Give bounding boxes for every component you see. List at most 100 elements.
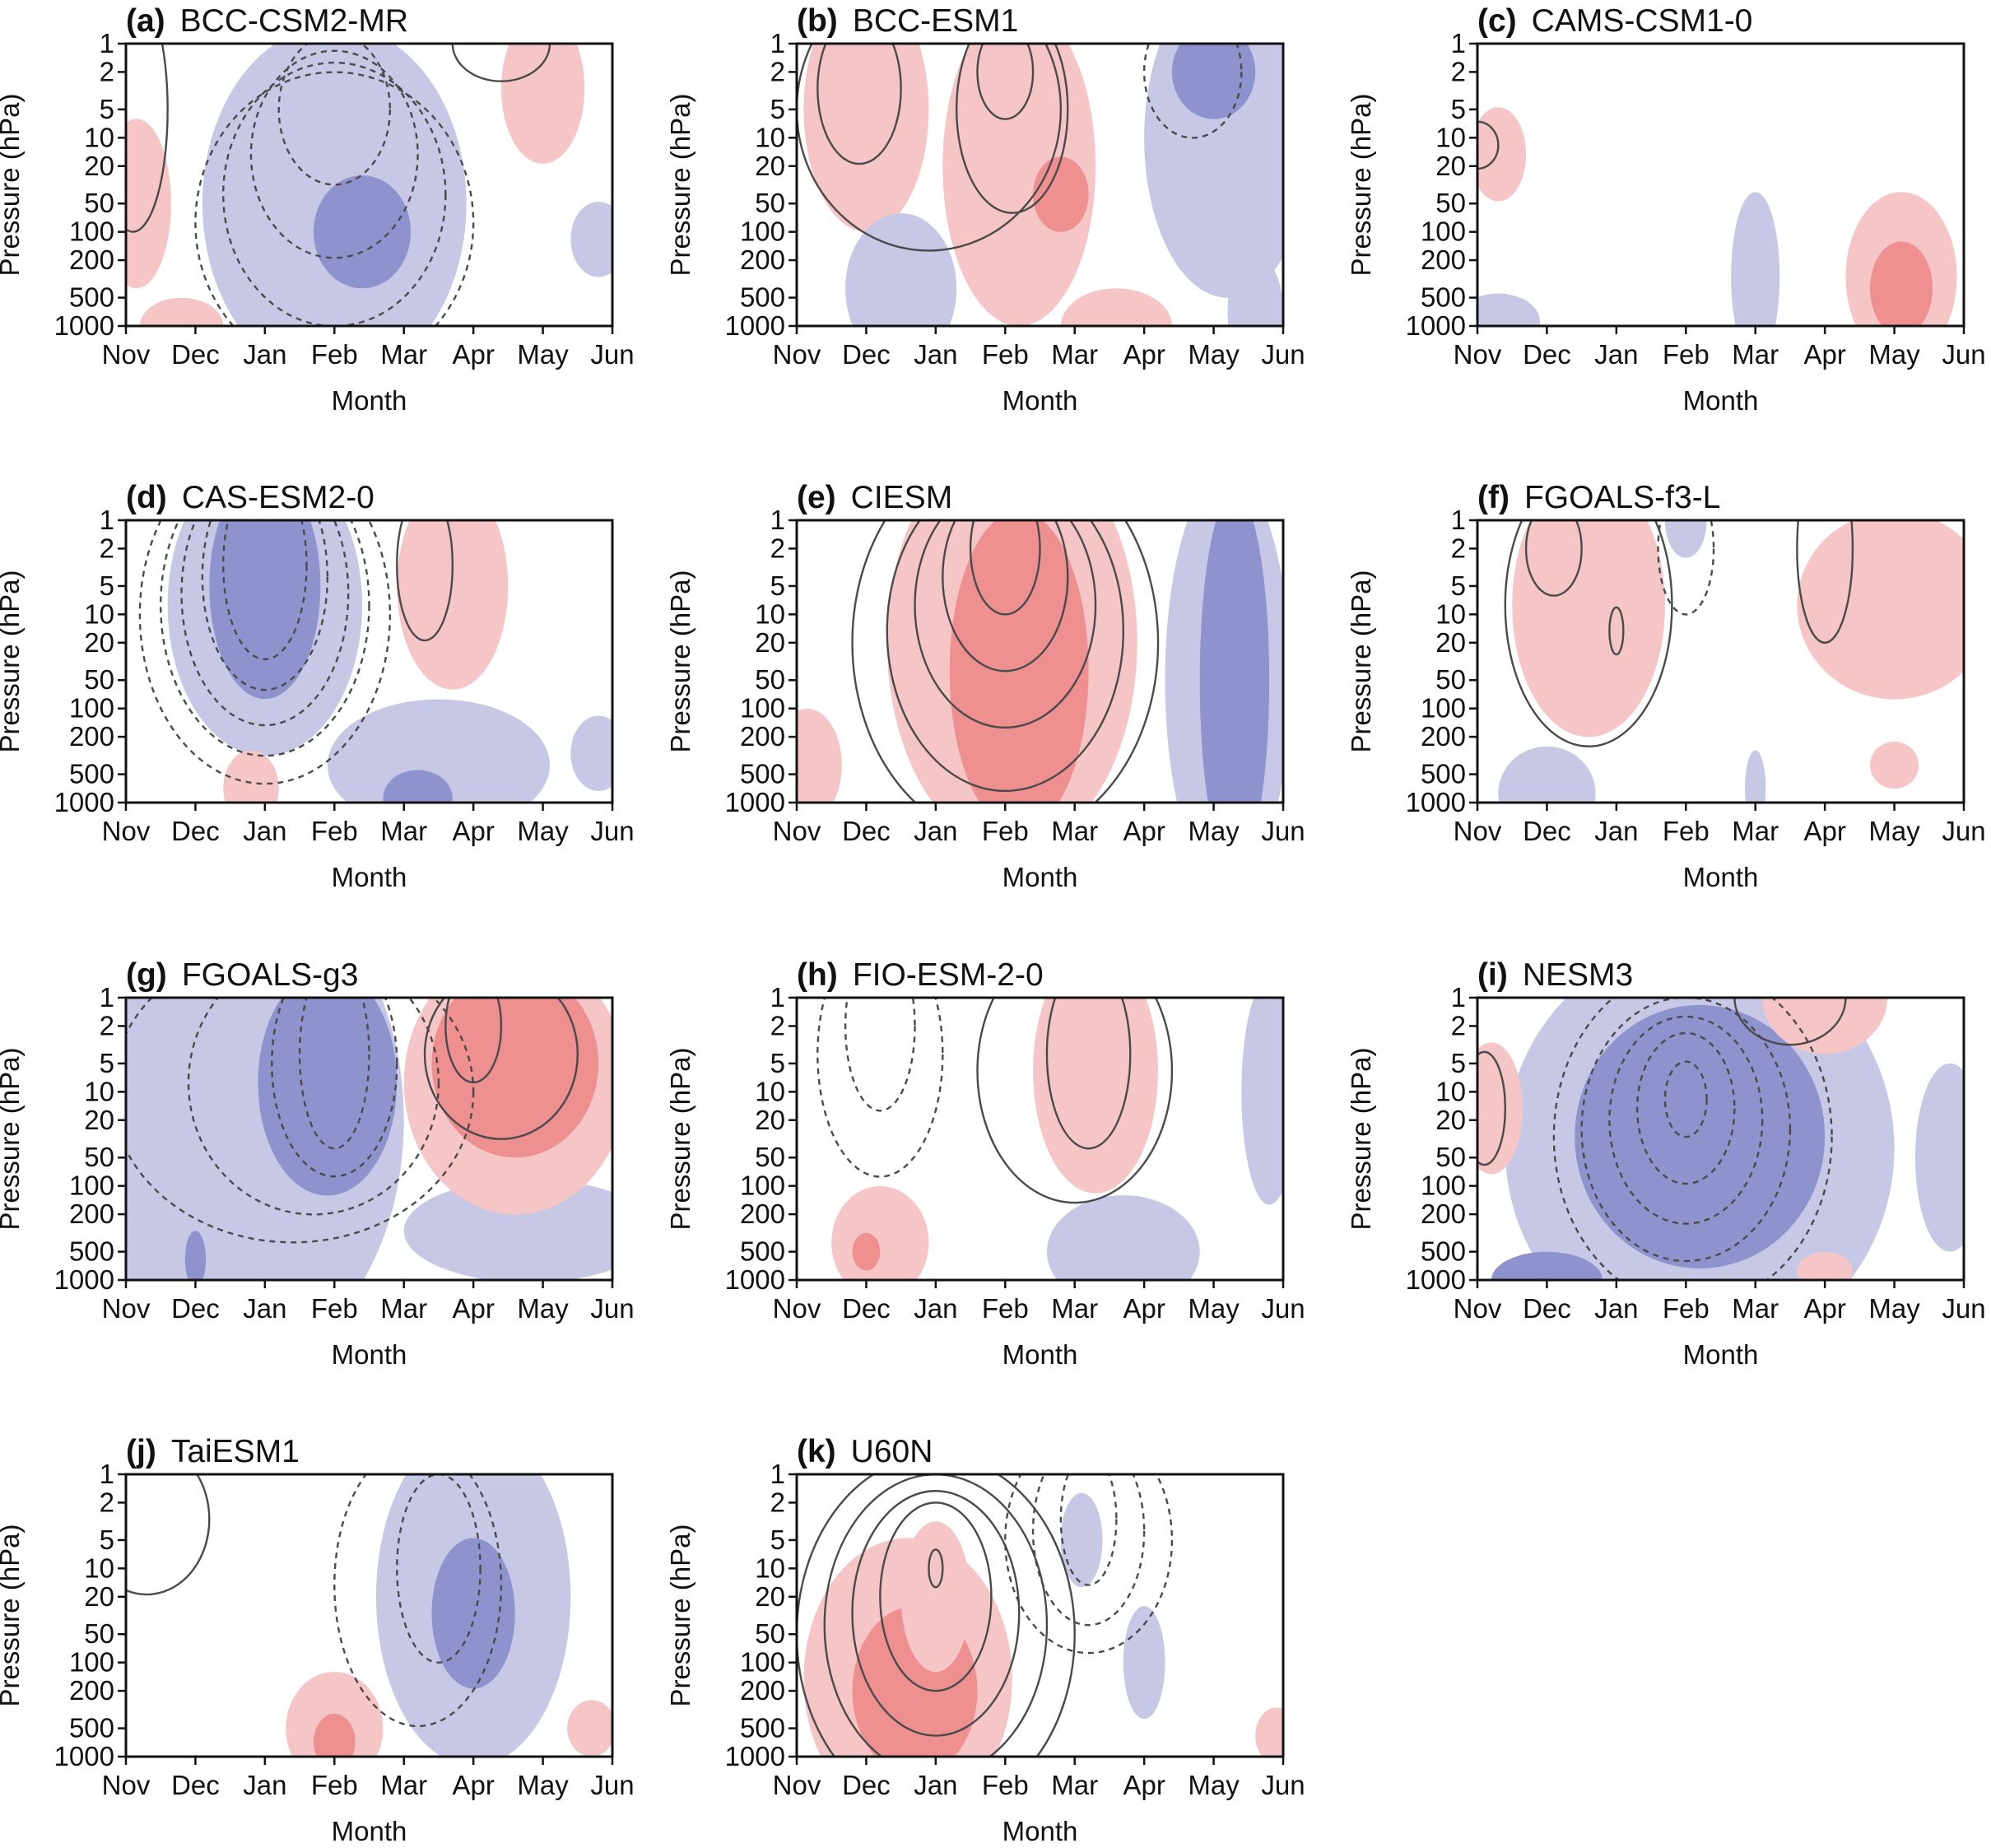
contour-positive [797, 44, 1062, 252]
y-tick-label: 5 [1451, 570, 1466, 601]
panel-model-name: BCC-CSM2-MR [180, 3, 408, 39]
x-tick-label: Nov [773, 1770, 821, 1800]
contour-positive [1524, 520, 1583, 597]
contour-negative [1635, 1031, 1736, 1185]
y-tick-label: 2 [770, 56, 785, 86]
y-tick-label: 5 [100, 94, 114, 124]
x-tick-label: May [517, 1770, 569, 1800]
contour-negative [222, 520, 308, 661]
x-tick-label: Jan [914, 816, 957, 846]
panel-model-name: CAMS-CSM1-0 [1532, 3, 1753, 39]
y-tick-label: 5 [100, 1524, 114, 1555]
x-tick-label: Jun [1261, 339, 1305, 370]
shade-warm-dark [1870, 241, 1933, 326]
x-tick-label: Jan [1594, 1293, 1638, 1324]
x-tick-label: Feb [982, 816, 1029, 846]
y-tick-label: 2 [100, 56, 114, 86]
x-tick-label: Apr [1803, 339, 1845, 370]
contour-positive [851, 1490, 1021, 1737]
y-tick-label: 50 [84, 664, 114, 695]
y-tick-label: 500 [1421, 282, 1466, 313]
panel-model-name: FIO-ESM-2-0 [853, 957, 1044, 993]
y-tick-label: 500 [1421, 1236, 1466, 1267]
x-tick-label: Jan [1594, 339, 1638, 370]
x-tick-label: Apr [452, 339, 494, 370]
x-tick-label: May [1188, 339, 1240, 370]
contour-negative [1004, 1474, 1174, 1655]
y-tick-label: 20 [755, 1581, 785, 1612]
x-tick-label: Nov [773, 1293, 821, 1324]
y-tick-label: 50 [84, 1618, 114, 1649]
y-tick-label: 100 [1421, 216, 1466, 247]
shade-warm-light [803, 44, 929, 232]
x-tick-label: Dec [171, 339, 220, 370]
shade-warm-dark [949, 520, 1089, 803]
plot-frame [124, 519, 614, 804]
y-tick-label: 1000 [1406, 787, 1466, 817]
shade-warm-light [1477, 107, 1527, 202]
contour-negative [187, 998, 440, 1216]
x-tick-label: Jan [914, 339, 957, 370]
x-tick-label: May [1868, 1293, 1920, 1324]
plot-area [797, 520, 1283, 803]
y-tick-label: 100 [740, 1647, 785, 1678]
y-tick-label: 100 [740, 1171, 785, 1201]
x-tick-label: Nov [773, 816, 821, 846]
y-tick-label: 1 [100, 982, 114, 1012]
x-tick-label: May [1868, 339, 1920, 370]
y-tick-label: 200 [1421, 244, 1466, 275]
y-axis-label: Pressure (hPa) [1346, 94, 1376, 277]
y-tick-label: 20 [755, 627, 785, 658]
shade-warm-light [1762, 998, 1888, 1054]
y-tick-label: 1000 [54, 1741, 114, 1771]
y-tick-label: 5 [770, 570, 785, 601]
x-tick-label: Dec [171, 1293, 220, 1324]
y-tick-label: 10 [1435, 1076, 1466, 1106]
shade-cool-light [1144, 44, 1283, 298]
plot-area [1477, 520, 1964, 803]
panel-model-name: BCC-ESM1 [853, 3, 1019, 39]
y-tick-label: 50 [755, 1142, 785, 1172]
contour-negative [277, 44, 392, 186]
x-tick-label: Mar [1732, 1293, 1779, 1324]
shade-cool-light [1498, 746, 1596, 803]
y-axis-label: Pressure (hPa) [0, 1524, 25, 1707]
plot-frame [124, 996, 614, 1282]
x-axis-label: Month [1002, 385, 1078, 416]
shade-warm-light [567, 1700, 612, 1757]
plot-area [797, 44, 1283, 326]
contour-positive [1045, 998, 1132, 1150]
y-tick-label: 2 [100, 533, 114, 563]
y-tick-label: 20 [84, 151, 114, 181]
y-tick-label: 500 [1421, 759, 1466, 789]
contour-negative [1657, 520, 1715, 616]
x-tick-label: May [517, 1293, 569, 1324]
x-tick-label: Jun [1942, 1293, 1985, 1324]
panel-model-name: TaiESM1 [171, 1434, 300, 1469]
x-tick-label: Nov [1454, 339, 1502, 370]
panel-title: (d) CAS-ESM2-0 [126, 480, 374, 515]
plot-frame [795, 996, 1285, 1282]
shade-cool-light [1123, 1606, 1165, 1720]
x-tick-label: Nov [102, 339, 151, 370]
shade-cool-light [845, 213, 957, 326]
y-tick-label: 1 [100, 1459, 114, 1489]
shade-cool-light [1241, 998, 1283, 1205]
x-tick-label: Mar [1051, 816, 1098, 846]
y-tick-label: 1 [100, 505, 114, 535]
panel-model-name: FGOALS-f3-L [1524, 480, 1720, 515]
x-axis-label: Month [1683, 862, 1759, 892]
x-axis-label: Month [1683, 1339, 1759, 1370]
x-tick-label: Jan [914, 1770, 957, 1800]
x-axis-label: Month [332, 862, 407, 892]
shade-cool-light [327, 699, 550, 803]
panel-model-name: NESM3 [1523, 957, 1633, 993]
y-axis-label: Pressure (hPa) [665, 94, 695, 277]
x-tick-label: Feb [311, 1293, 358, 1324]
contour-negative [138, 520, 391, 785]
